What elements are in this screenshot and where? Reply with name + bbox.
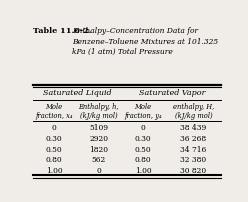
Text: 0: 0 bbox=[52, 124, 57, 132]
Text: Table 11.6-2.: Table 11.6-2. bbox=[33, 27, 91, 35]
Text: 36 268: 36 268 bbox=[180, 134, 207, 142]
Text: 0.50: 0.50 bbox=[135, 145, 151, 153]
Text: 34 716: 34 716 bbox=[180, 145, 207, 153]
Text: 30 820: 30 820 bbox=[180, 166, 207, 174]
Text: 0.50: 0.50 bbox=[46, 145, 62, 153]
Text: 0.30: 0.30 bbox=[135, 134, 151, 142]
Text: 2920: 2920 bbox=[89, 134, 108, 142]
Text: 38 439: 38 439 bbox=[180, 124, 207, 132]
Text: 0.80: 0.80 bbox=[46, 156, 62, 163]
Text: Enthalpy–Concentration Data for
Benzene–Toluene Mixtures at 101.325
kPa (1 atm) : Enthalpy–Concentration Data for Benzene–… bbox=[72, 27, 218, 55]
Text: 1.00: 1.00 bbox=[135, 166, 151, 174]
Text: enthalpy, H,
(kJ/kg mol): enthalpy, H, (kJ/kg mol) bbox=[173, 102, 214, 120]
Text: 1820: 1820 bbox=[89, 145, 108, 153]
Text: 5109: 5109 bbox=[89, 124, 108, 132]
Text: 32 380: 32 380 bbox=[180, 156, 207, 163]
Text: 1.00: 1.00 bbox=[46, 166, 62, 174]
Text: 0: 0 bbox=[96, 166, 101, 174]
Text: 0.80: 0.80 bbox=[135, 156, 151, 163]
Text: Saturated Liquid: Saturated Liquid bbox=[43, 89, 111, 97]
Text: Enthalpy, h,
(kJ/kg mol): Enthalpy, h, (kJ/kg mol) bbox=[78, 102, 119, 120]
Text: Mole
fraction, x₄: Mole fraction, x₄ bbox=[35, 102, 73, 120]
Text: Mole
fraction, y₄: Mole fraction, y₄ bbox=[124, 102, 162, 120]
Text: Saturated Vapor: Saturated Vapor bbox=[139, 89, 205, 97]
Text: 0: 0 bbox=[141, 124, 145, 132]
Text: 562: 562 bbox=[92, 156, 106, 163]
Text: 0.30: 0.30 bbox=[46, 134, 62, 142]
